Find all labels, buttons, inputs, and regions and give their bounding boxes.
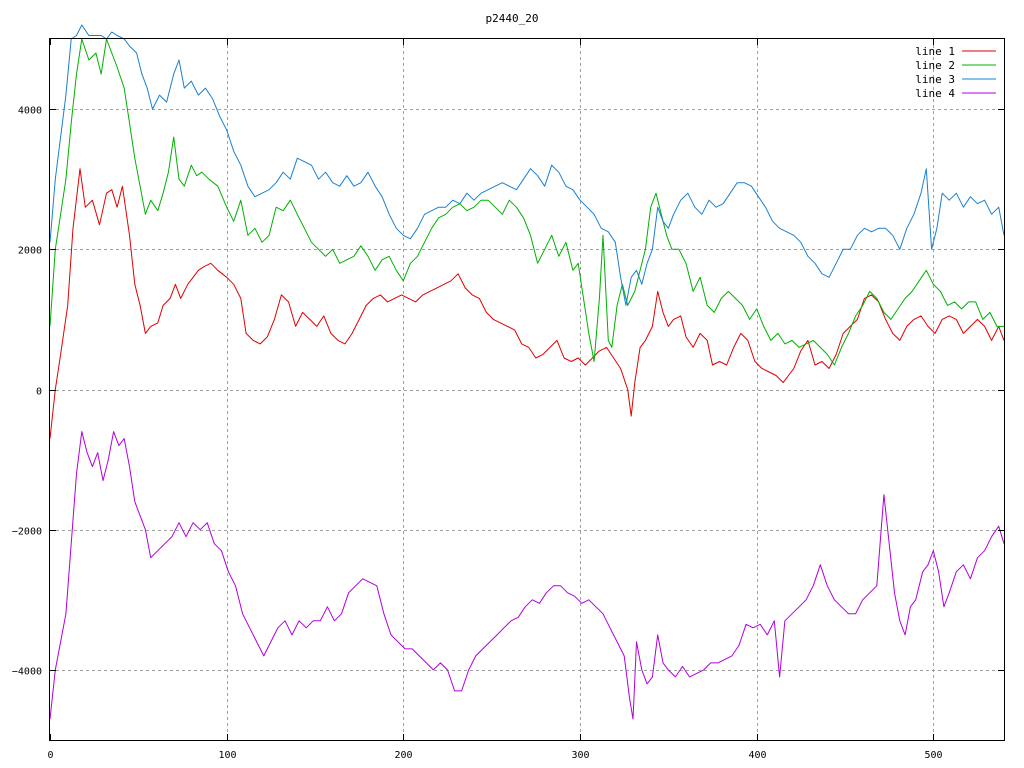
legend-label: line 1 [915,45,955,58]
y-tick-label: 4000 [18,106,42,117]
legend-label: line 3 [915,73,955,86]
series-line-2 [49,38,1004,366]
series-line-3 [49,24,1005,306]
axis-ticks: 0 100 200 300 400 500 −4000 −2000 0 2000 4000 [12,39,1004,761]
x-tick-label: 400 [748,750,766,761]
legend-label: line 4 [915,87,955,100]
y-tick-label: 0 [36,387,42,398]
y-tick-label: −4000 [12,667,42,678]
x-tick-label: 300 [571,750,589,761]
legend-label: line 2 [915,59,955,72]
x-tick-label: 100 [218,750,236,761]
series-layer [49,24,1005,720]
y-tick-label: 2000 [18,246,42,257]
plot-frame [49,38,1005,741]
grid [50,39,1004,740]
chart-title: p2440_20 [486,12,539,25]
x-tick-label: 500 [924,750,942,761]
series-line-1 [49,168,1005,439]
x-tick-label: 0 [47,750,53,761]
x-tick-label: 200 [394,750,412,761]
y-tick-label: −2000 [12,527,42,538]
series-line-4 [49,431,1005,720]
